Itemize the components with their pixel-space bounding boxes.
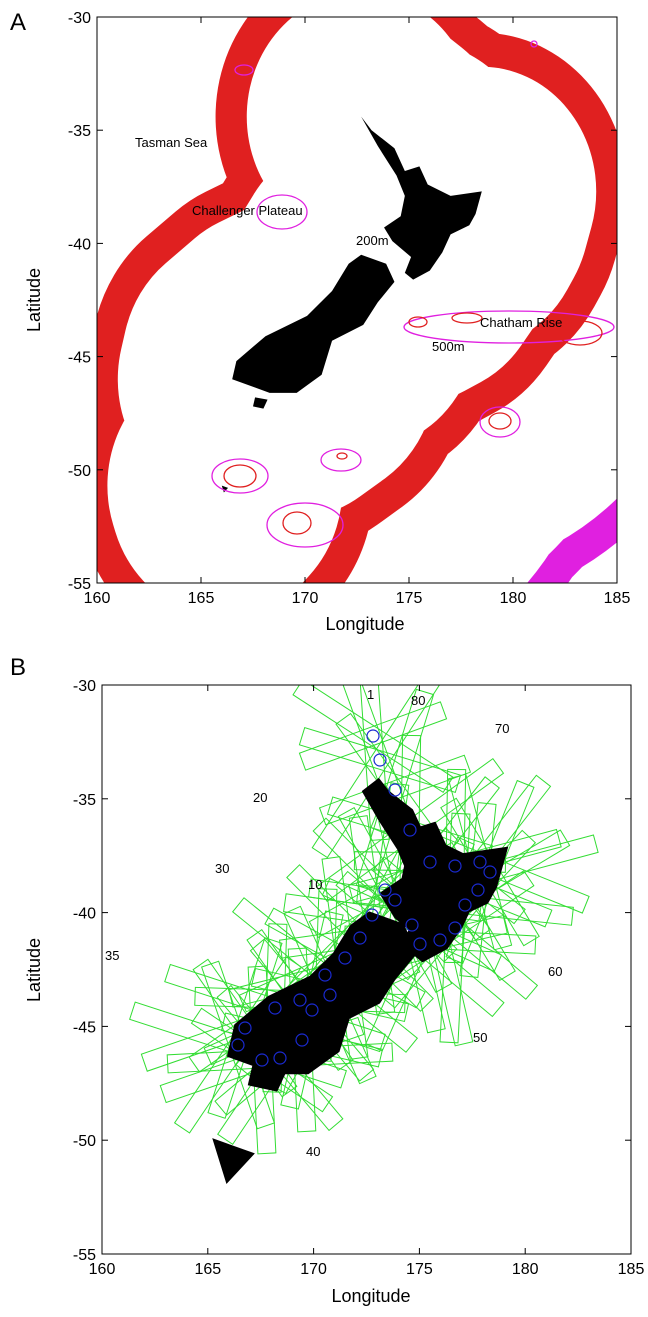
station bbox=[378, 883, 392, 897]
y-axis-label: Latitude bbox=[24, 268, 44, 332]
x-tick-label: 165 bbox=[194, 1261, 221, 1278]
station bbox=[366, 729, 380, 743]
station bbox=[238, 1021, 252, 1035]
x-tick-label: 175 bbox=[396, 590, 423, 607]
annotation: 30 bbox=[215, 861, 229, 876]
station bbox=[473, 855, 487, 869]
station bbox=[423, 855, 437, 869]
x-tick-label: 165 bbox=[188, 590, 215, 607]
y-tick-label: -40 bbox=[73, 906, 96, 923]
station bbox=[365, 908, 379, 922]
station bbox=[388, 783, 402, 797]
y-tick-label: -35 bbox=[73, 792, 96, 809]
station bbox=[273, 1051, 287, 1065]
y-axis-label: Latitude bbox=[24, 938, 44, 1002]
axes-frame bbox=[96, 16, 618, 584]
x-tick-label: 160 bbox=[84, 590, 111, 607]
y-tick-label: -30 bbox=[73, 678, 96, 695]
x-tick-label: 180 bbox=[512, 1261, 539, 1278]
station bbox=[295, 1033, 309, 1047]
swath bbox=[298, 701, 448, 771]
y-tick-label: -55 bbox=[73, 1247, 96, 1264]
axes-frame bbox=[101, 684, 632, 1255]
station bbox=[405, 918, 419, 932]
contours bbox=[211, 40, 615, 548]
station bbox=[448, 859, 462, 873]
annotation: 20 bbox=[253, 790, 267, 805]
annotation: 10 bbox=[308, 877, 322, 892]
station bbox=[413, 937, 427, 951]
x-axis-label: Longitude bbox=[325, 614, 404, 634]
station bbox=[433, 933, 447, 947]
y-tick-label: -40 bbox=[68, 236, 91, 253]
map-a bbox=[212, 41, 614, 547]
map-b bbox=[129, 685, 599, 1163]
panel-label: B bbox=[10, 654, 26, 681]
annotation: 1 bbox=[367, 687, 374, 702]
station bbox=[231, 1038, 245, 1052]
station bbox=[373, 753, 387, 767]
x-tick-label: 160 bbox=[89, 1261, 116, 1278]
station bbox=[293, 993, 307, 1007]
station bbox=[318, 968, 332, 982]
station bbox=[471, 883, 485, 897]
station bbox=[353, 931, 367, 945]
x-axis-label: Longitude bbox=[331, 1286, 410, 1306]
annotation: Tasman Sea bbox=[135, 135, 208, 150]
y-tick-label: -50 bbox=[68, 463, 91, 480]
panel-b: 160 165 170 175 180 185-55-50-45-40-35-30Long… bbox=[10, 654, 645, 1306]
y-tick-label: -55 bbox=[68, 576, 91, 593]
panel-a: 160 165 170 175 180 185 -55 -50 -45 -40 -35 -30 Long… bbox=[10, 9, 630, 634]
stations bbox=[231, 729, 497, 1067]
swath bbox=[356, 685, 390, 841]
panel-label: A bbox=[10, 9, 26, 36]
station bbox=[483, 865, 497, 879]
station bbox=[268, 1001, 282, 1015]
x-tick-label: 185 bbox=[618, 1261, 645, 1278]
x-tick-label: 185 bbox=[604, 590, 631, 607]
y-tick-label: -50 bbox=[73, 1133, 96, 1150]
station bbox=[305, 1003, 319, 1017]
station bbox=[388, 893, 402, 907]
annotation: 80 bbox=[411, 693, 425, 708]
x-tick-label: 170 bbox=[292, 590, 319, 607]
annotation: 500m bbox=[432, 339, 465, 354]
station bbox=[255, 1053, 269, 1067]
annotation: 70 bbox=[495, 721, 509, 736]
station bbox=[338, 951, 352, 965]
annotation: 200m bbox=[356, 233, 389, 248]
station bbox=[448, 921, 462, 935]
x-tick-label: 170 bbox=[300, 1261, 327, 1278]
y-tick-label: -45 bbox=[73, 1019, 96, 1036]
swaths bbox=[129, 685, 599, 1155]
annotation: 40 bbox=[306, 1144, 320, 1159]
annotation: 35 bbox=[105, 948, 119, 963]
annotation: 50 bbox=[473, 1030, 487, 1045]
station bbox=[403, 823, 417, 837]
x-tick-label: 180 bbox=[500, 590, 527, 607]
y-tick-label: -30 bbox=[68, 10, 91, 27]
y-tick-label: -45 bbox=[68, 350, 91, 367]
annotation: 60 bbox=[548, 964, 562, 979]
station bbox=[458, 898, 472, 912]
x-tick-label: 175 bbox=[406, 1261, 433, 1278]
y-tick-label: -35 bbox=[68, 123, 91, 140]
station bbox=[323, 988, 337, 1002]
annotation: Challenger Plateau bbox=[192, 203, 303, 218]
annotation: Chatham Rise bbox=[480, 315, 562, 330]
